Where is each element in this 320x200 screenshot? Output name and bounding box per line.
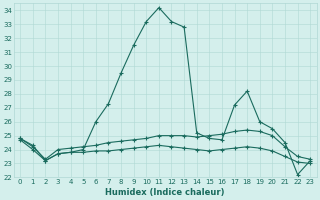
X-axis label: Humidex (Indice chaleur): Humidex (Indice chaleur) xyxy=(106,188,225,197)
